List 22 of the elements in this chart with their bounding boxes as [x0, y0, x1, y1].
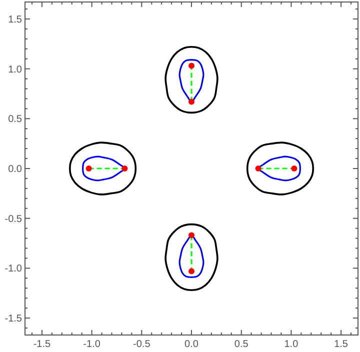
x-tick-label: 0.0: [184, 339, 199, 350]
point: [255, 166, 262, 172]
point: [122, 166, 128, 172]
y-tick-label: 1.0: [8, 64, 22, 76]
point: [291, 166, 298, 172]
y-tick-label: 0.0: [8, 164, 22, 175]
x-tick-label: 1.5: [334, 339, 348, 350]
point: [188, 232, 194, 238]
point: [86, 166, 92, 172]
x-tick-label: -1.5: [33, 339, 51, 350]
y-tick-label: -1.5: [4, 314, 22, 325]
point: [188, 62, 194, 69]
point: [188, 268, 194, 274]
point: [188, 98, 194, 105]
x-tick-label: -1.0: [83, 339, 101, 350]
x-tick-label: -0.5: [133, 339, 151, 350]
x-tick-label: 0.5: [234, 339, 249, 350]
y-tick-label: -0.5: [4, 214, 22, 225]
y-tick-label: -1.0: [4, 264, 22, 275]
x-tick-label: 1.0: [284, 339, 299, 350]
y-tick-label: 0.5: [8, 114, 22, 126]
y-tick-label: 1.5: [8, 14, 22, 26]
